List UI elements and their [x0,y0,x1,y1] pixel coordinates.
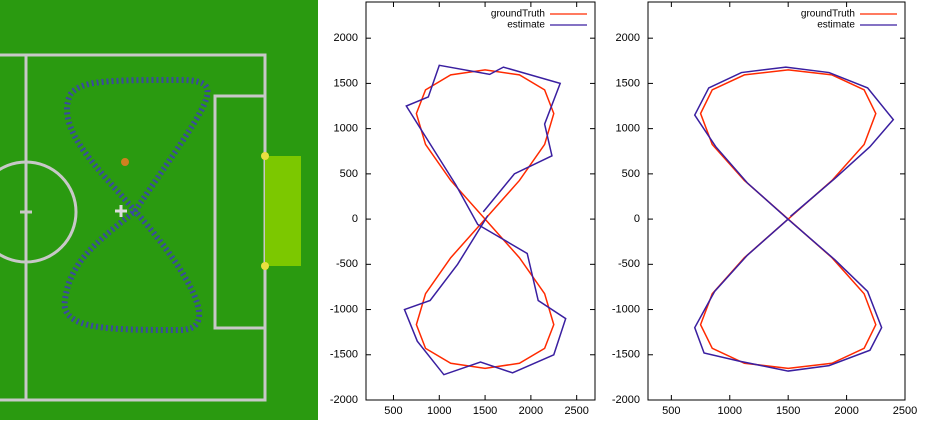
x-tick-label: 2500 [564,405,588,417]
y-tick-label: 2000 [616,32,640,44]
axes-frame [648,2,905,400]
y-tick-label: 2000 [334,32,358,44]
y-tick-label: 0 [352,213,358,225]
goal [265,156,301,266]
y-tick-label: 500 [622,168,640,180]
soccer-field [0,0,318,420]
legend-label: estimate [817,20,855,31]
y-tick-label: -500 [336,258,358,270]
y-tick-label: -1000 [330,303,358,315]
y-tick-label: 1500 [334,77,358,89]
x-tick-label: 1000 [427,405,451,417]
axes-frame [366,2,595,400]
y-tick-label: 1000 [616,123,640,135]
x-tick-label: 1500 [473,405,497,417]
trajectory-line [695,67,894,371]
legend-label: groundTruth [801,9,855,20]
plot-frame [366,2,905,400]
y-tick-label: -500 [618,258,640,270]
ball [121,158,129,166]
legend-label: estimate [507,20,545,31]
y-tick-label: 500 [340,168,358,180]
page: -2000 -1500 -1000 -500 0 500 1000 1500 2000 500 10… [0,0,925,425]
trajectory-line [404,65,565,374]
x-tick-label: 1500 [776,405,800,417]
y-tick-label: -2000 [612,394,640,406]
goal-post [261,262,269,270]
x-tick-label: 2500 [893,405,917,417]
y-tick-label: -1500 [612,349,640,361]
y-tick-label: 1000 [334,123,358,135]
goal-post [261,152,269,160]
legend-label: groundTruth [491,9,545,20]
y-tick-label: -2000 [330,394,358,406]
y-tick-label: -1500 [330,349,358,361]
x-tick-label: 2000 [519,405,543,417]
figure: -2000 -1500 -1000 -500 0 500 1000 1500 2000 500 10… [0,0,925,420]
y-tick-label: 1500 [616,77,640,89]
x-tick-label: 500 [662,405,680,417]
x-tick-label: 500 [384,405,402,417]
x-tick-label: 2000 [834,405,858,417]
y-tick-label: 0 [634,213,640,225]
y-tick-label: -1000 [612,303,640,315]
x-tick-label: 1000 [718,405,742,417]
